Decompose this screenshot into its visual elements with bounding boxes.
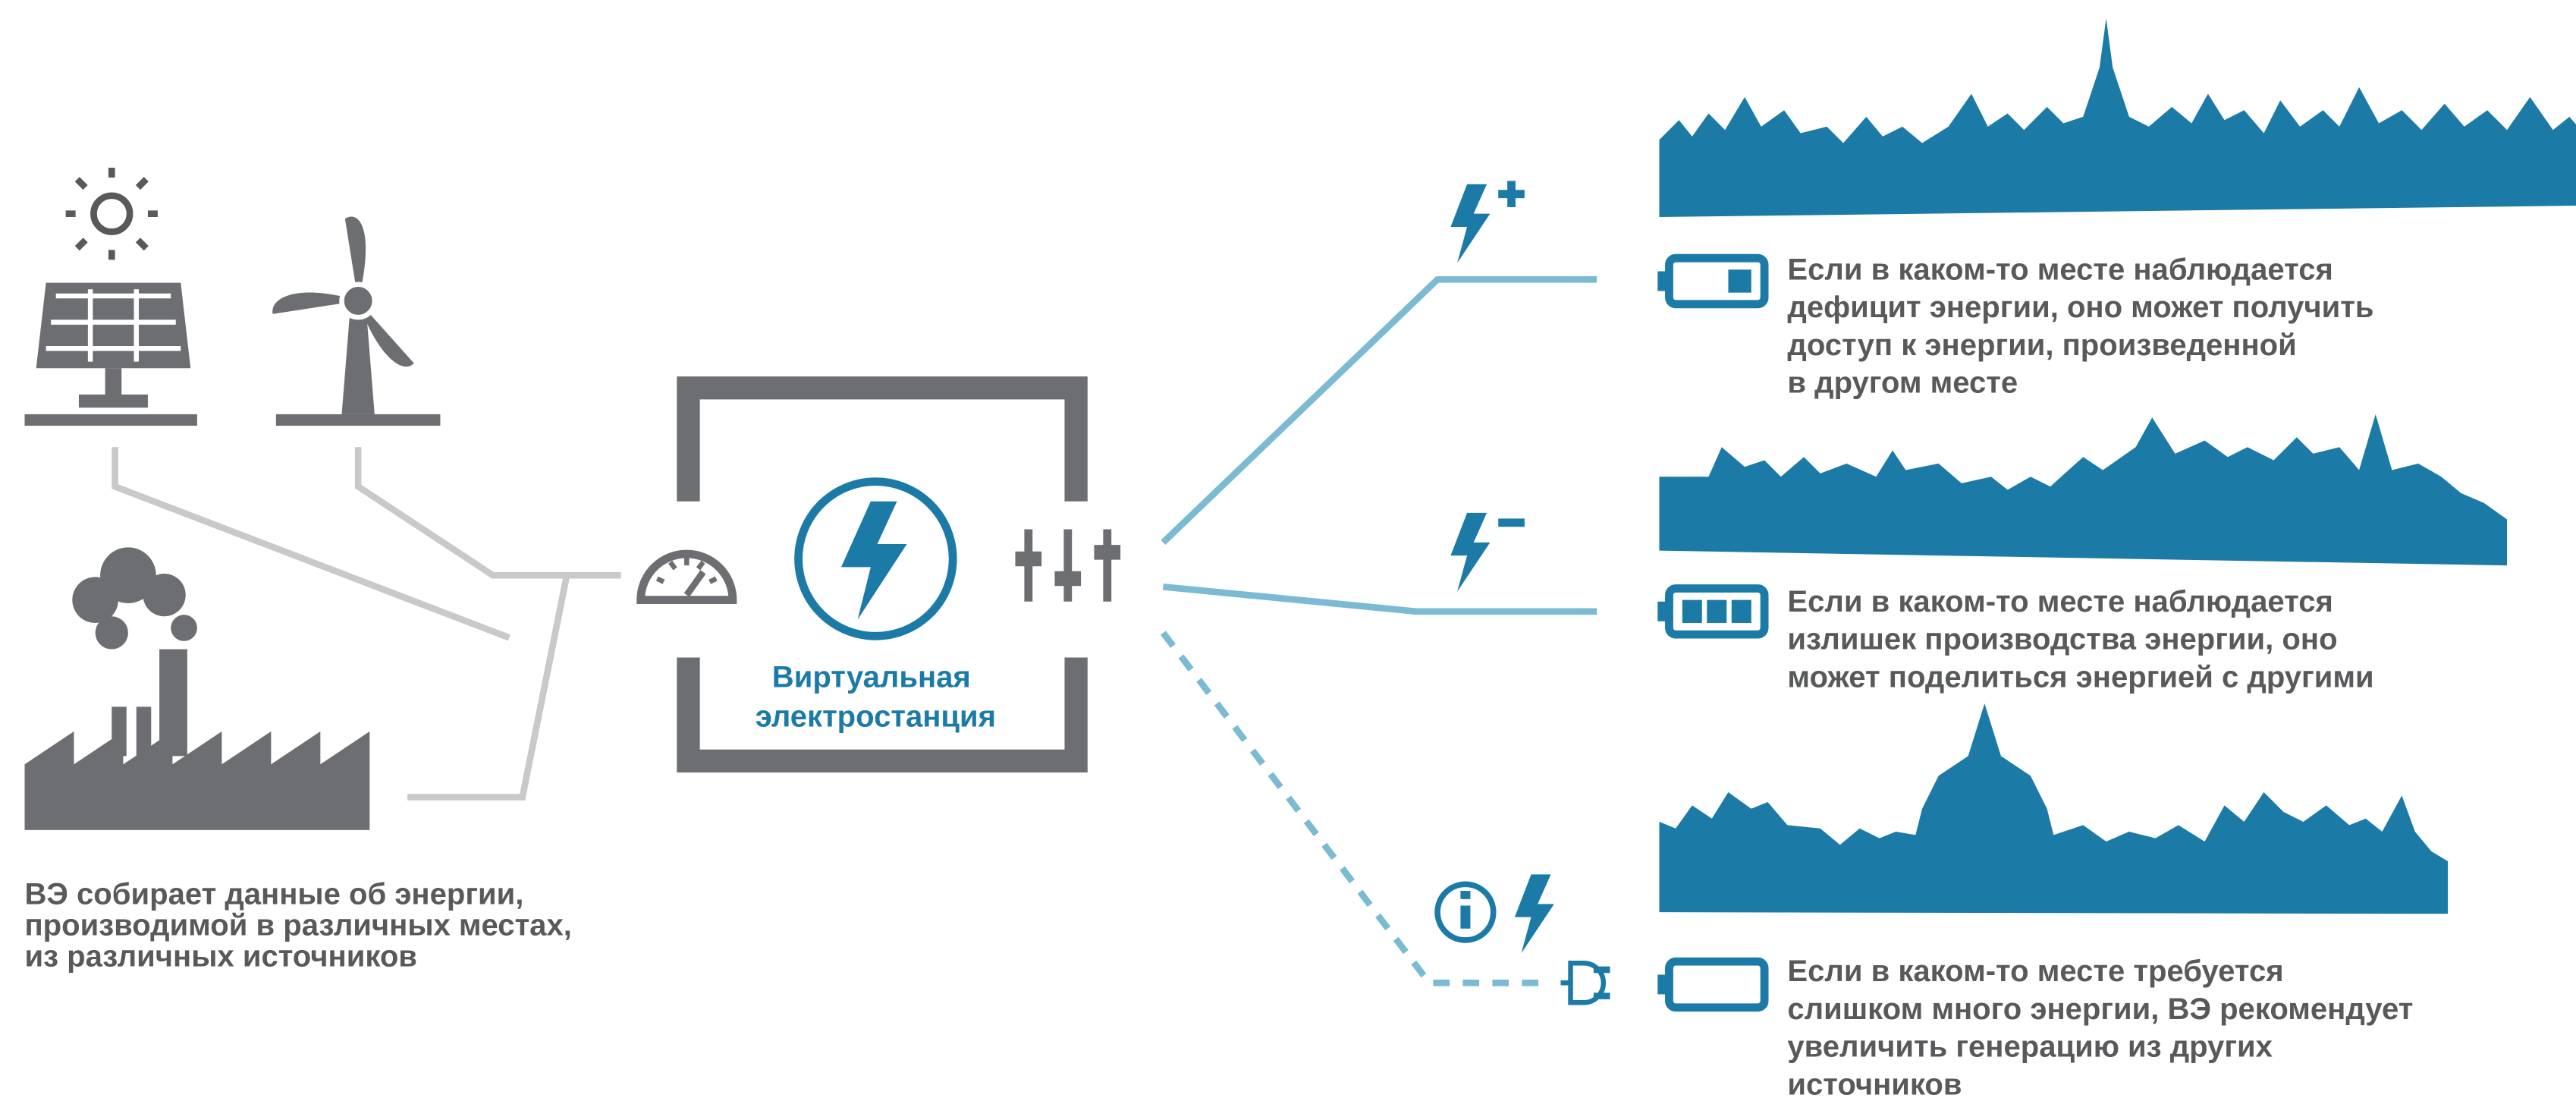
text-line: может поделиться энергией с другими (1787, 660, 2373, 694)
sun-icon (66, 168, 158, 260)
text-line: производимой в различных местах, (24, 908, 571, 942)
solar-panel-icon (24, 283, 196, 426)
scenario-text: Если в каком-то месте требуется слишком … (1787, 955, 2421, 1098)
wind-turbine-icon (272, 217, 440, 426)
text-line: Виртуальная (772, 660, 971, 694)
gauge-icon (641, 554, 733, 600)
sources-caption: ВЭ собирает данные об энергии, производи… (24, 877, 580, 973)
text-line: в другом месте (1787, 367, 2018, 400)
text-line: дефицит энергии, оно может получить (1787, 291, 2373, 324)
text-line: источников (1787, 1068, 1962, 1098)
factory-icon (24, 547, 369, 830)
text-line: доступ к энергии, произведенной (1787, 329, 2296, 362)
text-line: Если в каком-то месте требуется (1787, 955, 2283, 988)
text-line: увеличить генерацию из других (1787, 1030, 2272, 1064)
sliders-icon (1015, 530, 1120, 602)
text-line: излишек производства энергии, оно (1787, 623, 2337, 656)
vpp-logo (799, 482, 953, 637)
scenario-text: Если в каком-то месте наблюдается излише… (1787, 585, 2373, 694)
plug-icon (1561, 963, 1610, 1002)
text-line: электростанция (756, 700, 996, 733)
skylines (1659, 18, 2576, 914)
bolt-icons (1437, 181, 1554, 953)
text-line: Если в каком-то месте наблюдается (1787, 253, 2333, 286)
vpp-label: Виртуальная электростанция (756, 660, 996, 733)
diagram: ВЭ собирает данные об энергии, производи… (0, 0, 2576, 1098)
text-line: ВЭ собирает данные об энергии, (24, 877, 523, 911)
text-line: Если в каком-то месте наблюдается (1787, 585, 2333, 618)
scenario-text: Если в каком-то месте наблюдается дефици… (1787, 253, 2382, 399)
text-line: из различных источников (24, 940, 416, 974)
text-line: слишком много энергии, ВЭ рекомендует (1787, 993, 2413, 1026)
